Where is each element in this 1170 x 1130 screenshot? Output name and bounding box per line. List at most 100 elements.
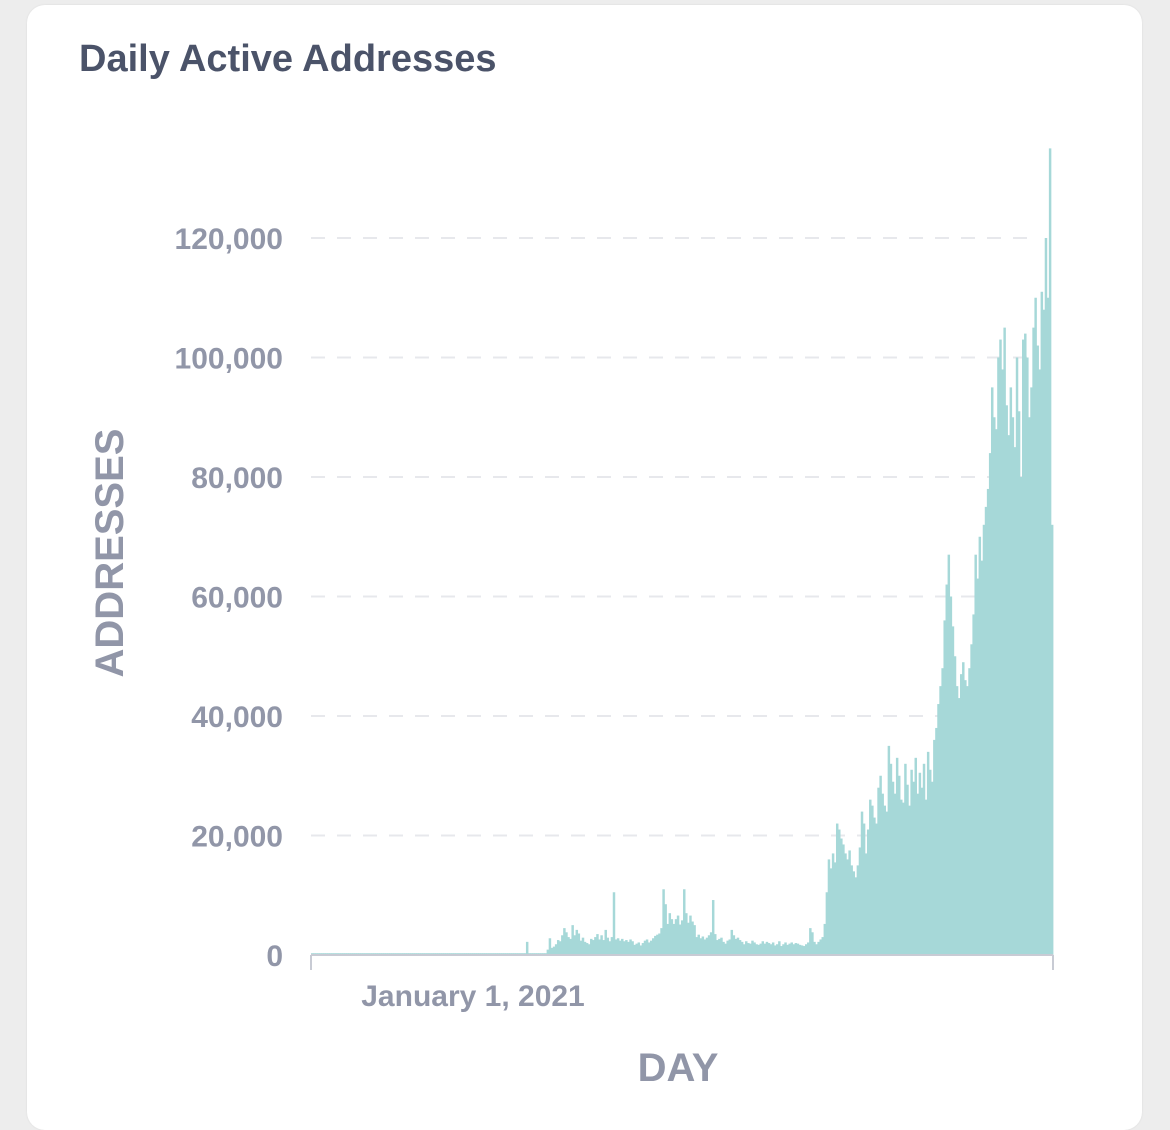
bar[interactable] [616, 938, 620, 955]
bar[interactable] [945, 584, 948, 955]
bar[interactable] [525, 941, 529, 956]
bar[interactable] [658, 933, 661, 955]
bar[interactable] [807, 942, 810, 955]
bar[interactable] [738, 940, 742, 955]
bar[interactable] [623, 941, 626, 955]
bar[interactable] [1015, 357, 1019, 956]
bar[interactable] [957, 698, 961, 956]
bar[interactable] [904, 763, 907, 955]
bar[interactable] [581, 937, 585, 955]
bar[interactable] [999, 339, 1002, 955]
bar[interactable] [550, 947, 554, 955]
bar[interactable] [1036, 345, 1039, 955]
bar[interactable] [792, 944, 796, 956]
bar[interactable] [984, 506, 988, 956]
bar[interactable] [769, 944, 773, 956]
bar[interactable] [689, 915, 692, 956]
bar[interactable] [697, 934, 700, 955]
bar[interactable] [751, 940, 754, 955]
bar[interactable] [1050, 524, 1054, 955]
bar[interactable] [1044, 238, 1048, 955]
bar[interactable] [866, 829, 870, 955]
bar[interactable] [883, 805, 886, 956]
bar[interactable] [897, 775, 901, 955]
bar[interactable] [798, 944, 802, 955]
bar[interactable] [753, 942, 756, 955]
bar[interactable] [683, 889, 686, 955]
bar[interactable] [625, 940, 628, 955]
bar[interactable] [637, 942, 641, 955]
bar[interactable] [703, 939, 707, 956]
bar[interactable] [846, 859, 849, 955]
bar[interactable] [722, 941, 725, 956]
bar[interactable] [941, 668, 944, 955]
bar[interactable] [840, 838, 843, 955]
bar[interactable] [765, 941, 769, 956]
bar[interactable] [718, 938, 721, 955]
bar[interactable] [900, 799, 903, 955]
bar[interactable] [978, 536, 982, 955]
bar[interactable] [596, 934, 599, 955]
bar[interactable] [726, 940, 729, 955]
bar[interactable] [666, 923, 669, 955]
bar[interactable] [695, 937, 698, 956]
bar[interactable] [565, 932, 568, 955]
bar[interactable] [813, 941, 816, 956]
bar[interactable] [968, 668, 971, 955]
bar[interactable] [879, 775, 882, 955]
bar[interactable] [559, 941, 562, 955]
bar[interactable] [670, 919, 674, 955]
bar[interactable] [790, 942, 793, 955]
bar[interactable] [972, 614, 975, 955]
bar[interactable] [1017, 411, 1021, 955]
bar[interactable] [691, 921, 694, 955]
bar[interactable] [850, 865, 853, 956]
bar[interactable] [804, 944, 808, 956]
bar[interactable] [885, 811, 889, 955]
bar[interactable] [569, 938, 572, 955]
bar[interactable] [838, 829, 841, 955]
bar[interactable] [1042, 309, 1046, 955]
bar[interactable] [732, 935, 736, 955]
bar[interactable] [869, 799, 872, 955]
bar[interactable] [573, 935, 576, 955]
bar[interactable] [914, 757, 917, 956]
bar[interactable] [1032, 327, 1035, 956]
bar[interactable] [755, 944, 758, 956]
bar[interactable] [852, 871, 855, 955]
bar[interactable] [577, 933, 581, 955]
bar[interactable] [986, 488, 990, 955]
bar[interactable] [674, 919, 678, 955]
bar[interactable] [730, 929, 734, 955]
bar[interactable] [618, 940, 622, 955]
bar[interactable] [676, 915, 680, 956]
bar[interactable] [959, 674, 963, 955]
bar[interactable] [802, 946, 806, 955]
bar[interactable] [639, 945, 643, 955]
bar[interactable] [742, 944, 746, 956]
bar[interactable] [906, 784, 909, 955]
bar[interactable] [757, 944, 760, 955]
bar[interactable] [571, 925, 574, 956]
bar[interactable] [988, 453, 992, 955]
bar[interactable] [546, 949, 550, 955]
bar[interactable] [776, 944, 779, 956]
bar[interactable] [1013, 447, 1017, 956]
bar[interactable] [767, 943, 771, 955]
bar[interactable] [647, 942, 651, 955]
bar[interactable] [943, 620, 946, 955]
bar[interactable] [1005, 405, 1008, 955]
bar[interactable] [933, 739, 936, 955]
bar[interactable] [773, 945, 777, 955]
bar[interactable] [893, 793, 897, 955]
bar[interactable] [858, 847, 862, 955]
bar[interactable] [583, 941, 587, 956]
bar[interactable] [875, 823, 878, 955]
bar[interactable] [556, 940, 560, 955]
bar[interactable] [1022, 339, 1025, 955]
bar[interactable] [877, 787, 880, 955]
bar[interactable] [587, 944, 591, 956]
bar[interactable] [902, 802, 905, 955]
bar[interactable] [728, 939, 731, 956]
bar[interactable] [953, 656, 957, 955]
